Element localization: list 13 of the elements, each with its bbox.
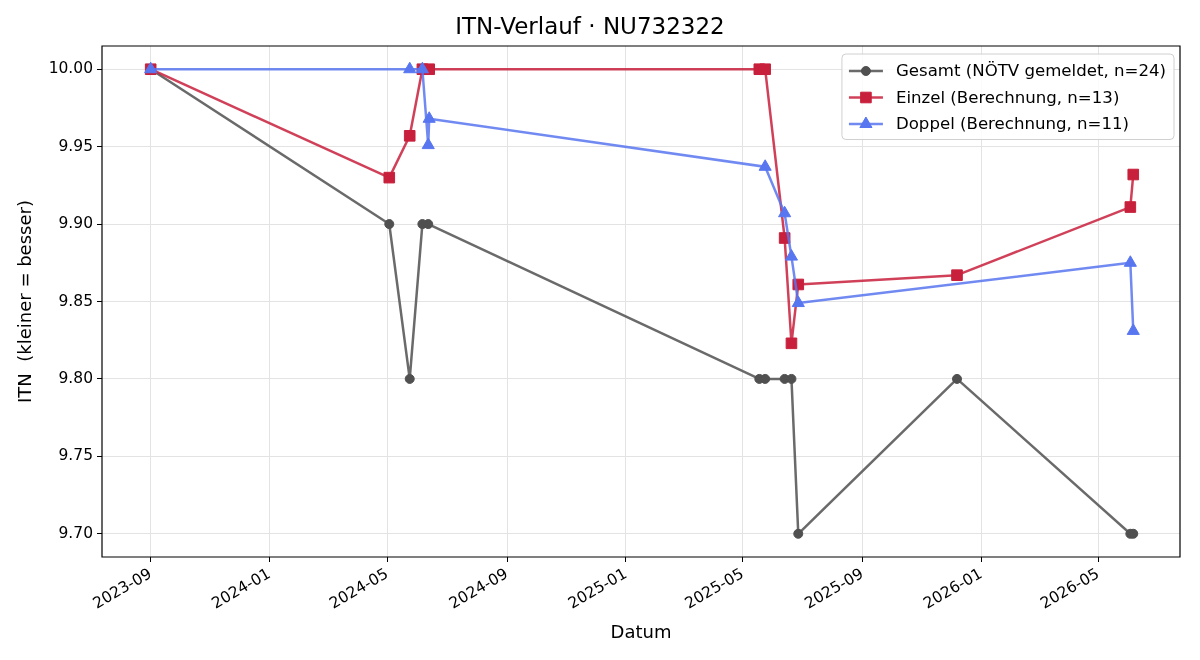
y-tick-label: 9.90 bbox=[58, 214, 93, 233]
y-tick-label: 9.95 bbox=[58, 136, 93, 155]
legend-label: Gesamt (NÖTV gemeldet, n=24) bbox=[895, 61, 1167, 81]
y-tick-label: 9.80 bbox=[58, 368, 93, 387]
y-tick-label: 9.85 bbox=[58, 291, 93, 310]
y-tick-label: 9.70 bbox=[58, 523, 93, 542]
chart-title: ITN-Verlauf · NU732322 bbox=[455, 12, 725, 39]
legend-label: Einzel (Berechnung, n=13) bbox=[895, 87, 1120, 107]
x-axis-title: Datum bbox=[610, 620, 672, 642]
y-tick-label: 10.00 bbox=[48, 59, 93, 78]
legend-label: Doppel (Berechnung, n=11) bbox=[895, 114, 1130, 134]
y-axis-title: ITN (kleiner = besser) bbox=[13, 200, 35, 403]
y-tick-label: 9.75 bbox=[58, 446, 93, 465]
